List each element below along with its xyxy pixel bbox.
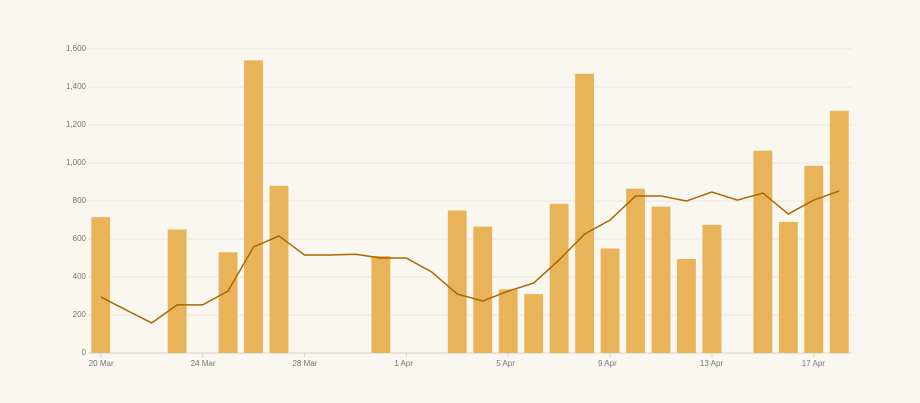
bar bbox=[91, 217, 111, 353]
bar bbox=[167, 229, 187, 353]
bar bbox=[524, 294, 544, 353]
bar bbox=[804, 165, 824, 353]
bar bbox=[269, 185, 289, 353]
y-tick-label: 0 bbox=[82, 348, 87, 357]
bar bbox=[600, 248, 620, 353]
y-tick-label: 1,000 bbox=[66, 158, 87, 167]
x-tick-label: 13 Apr bbox=[700, 359, 723, 368]
bar bbox=[371, 256, 391, 353]
x-tick-label: 1 Apr bbox=[394, 359, 413, 368]
bar bbox=[626, 188, 645, 353]
bar bbox=[473, 226, 493, 353]
bar bbox=[447, 210, 467, 353]
x-tick-label: 17 Apr bbox=[802, 359, 825, 368]
x-tick-label: 28 Mar bbox=[292, 359, 317, 368]
y-tick-label: 800 bbox=[73, 196, 87, 205]
x-tick-label: 5 Apr bbox=[496, 359, 515, 368]
bar bbox=[549, 203, 569, 353]
bar bbox=[677, 258, 696, 353]
bar bbox=[651, 206, 671, 353]
bar bbox=[498, 289, 518, 353]
bar bbox=[778, 221, 798, 353]
bar bbox=[829, 110, 849, 353]
y-tick-label: 1,600 bbox=[66, 44, 87, 53]
y-tick-label: 1,200 bbox=[66, 120, 87, 129]
bar bbox=[702, 224, 722, 353]
bar bbox=[753, 150, 773, 353]
y-tick-label: 400 bbox=[73, 272, 87, 281]
x-tick-label: 9 Apr bbox=[598, 359, 617, 368]
bar bbox=[218, 252, 238, 353]
y-tick-label: 200 bbox=[73, 310, 87, 319]
x-tick-label: 20 Mar bbox=[89, 359, 114, 368]
bar bbox=[575, 73, 595, 353]
y-tick-label: 600 bbox=[73, 234, 87, 243]
line bbox=[100, 190, 840, 324]
x-tick-label: 24 Mar bbox=[191, 359, 216, 368]
bar bbox=[244, 60, 263, 354]
y-tick-label: 1,400 bbox=[66, 82, 87, 91]
